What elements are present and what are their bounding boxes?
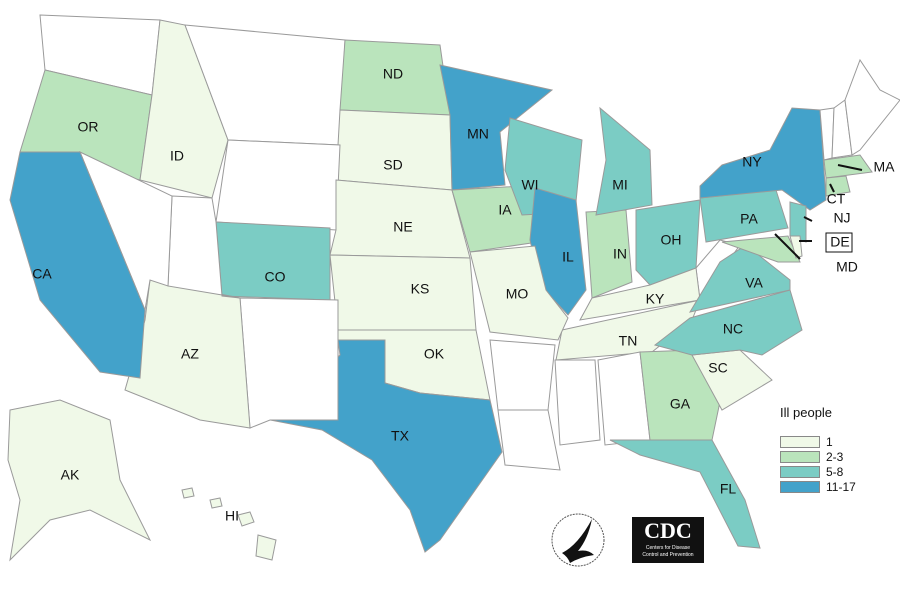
leader-line-ma xyxy=(837,164,863,171)
label-box-de xyxy=(825,232,853,253)
state-label-mo: MO xyxy=(506,286,529,302)
state-label-id: ID xyxy=(170,148,184,164)
state-label-fl: FL xyxy=(720,481,737,497)
state-label-ak: AK xyxy=(61,467,80,483)
state-co xyxy=(215,221,331,301)
state-sd xyxy=(335,109,453,191)
state-nc xyxy=(653,289,803,356)
state-ny xyxy=(699,107,827,211)
legend-item-1: 1 xyxy=(780,434,856,449)
state-label-in: IN xyxy=(613,246,627,262)
state-hi-island xyxy=(255,534,277,561)
state-ms xyxy=(554,359,601,446)
cdc-logo-subtitle: Centers for Disease Control and Preventi… xyxy=(642,545,694,558)
hhs-eagle-logo xyxy=(551,513,605,567)
state-label-ma: MA xyxy=(874,159,896,175)
state-label-pa: PA xyxy=(740,211,758,227)
state-label-ia: IA xyxy=(498,202,512,218)
legend-item-4: 11-17 xyxy=(780,479,856,494)
state-label-mn: MN xyxy=(467,126,489,142)
legend-swatch xyxy=(780,480,820,493)
state-label-sd: SD xyxy=(383,157,402,173)
state-va xyxy=(688,244,791,313)
state-label-or: OR xyxy=(78,119,99,135)
legend-label: 2-3 xyxy=(826,449,844,464)
state-label-nd: ND xyxy=(383,66,403,82)
state-ca xyxy=(9,151,146,379)
state-fl xyxy=(609,439,761,549)
state-label-tx: TX xyxy=(391,428,410,444)
state-label-md: MD xyxy=(836,259,858,275)
legend-label: 1 xyxy=(826,434,833,449)
state-md xyxy=(721,235,801,263)
state-ks xyxy=(329,254,477,331)
logos: CDC Centers for Disease Control and Preve… xyxy=(548,505,704,575)
state-wy xyxy=(215,139,341,231)
state-label-wi: WI xyxy=(521,177,538,193)
state-la xyxy=(497,409,561,471)
state-ct xyxy=(825,175,851,197)
leader-line-nj xyxy=(803,216,813,222)
state-label-ks: KS xyxy=(411,281,430,297)
state-ky xyxy=(579,267,701,321)
legend-swatch xyxy=(780,435,820,448)
state-label-ok: OK xyxy=(424,346,445,362)
state-label-hi: HI xyxy=(225,508,239,524)
leader-line-ct xyxy=(829,183,835,193)
state-label-ky: KY xyxy=(646,291,665,307)
state-label-nj: NJ xyxy=(833,210,850,226)
state-label-de: DE xyxy=(830,234,849,250)
state-label-ct: CT xyxy=(827,191,846,207)
state-label-ca: CA xyxy=(32,266,52,282)
leader-line-md xyxy=(774,233,801,260)
state-nm xyxy=(239,297,339,429)
cdc-logo: CDC Centers for Disease Control and Preve… xyxy=(632,517,704,563)
state-mo xyxy=(469,245,569,341)
state-label-il: IL xyxy=(562,249,574,265)
legend-item-3: 5-8 xyxy=(780,464,856,479)
state-mi xyxy=(595,106,653,216)
state-mn xyxy=(439,64,554,191)
state-label-mi: MI xyxy=(612,177,628,193)
state-label-ga: GA xyxy=(670,396,691,412)
state-label-co: CO xyxy=(265,269,286,285)
state-hi xyxy=(181,487,195,499)
state-label-ne: NE xyxy=(393,219,412,235)
state-label-az: AZ xyxy=(181,346,199,362)
legend-title: Ill people xyxy=(780,405,833,420)
state-label-nc: NC xyxy=(723,321,743,337)
state-hi-island xyxy=(209,497,223,509)
legend-swatch xyxy=(780,465,820,478)
state-ar xyxy=(489,339,556,411)
state-ak xyxy=(7,399,152,562)
state-label-va: VA xyxy=(745,275,763,291)
state-hi-island xyxy=(237,511,255,527)
legend-item-2: 2-3 xyxy=(780,449,856,464)
state-label-sc: SC xyxy=(708,360,727,376)
legend-label: 5-8 xyxy=(826,464,844,479)
state-label-oh: OH xyxy=(661,232,682,248)
cdc-logo-word: CDC xyxy=(644,518,692,543)
state-label-tn: TN xyxy=(619,333,638,349)
legend: Ill people 1 2-3 5-8 11-17 xyxy=(780,405,856,494)
state-me xyxy=(844,58,900,156)
legend-swatch xyxy=(780,450,820,463)
legend-label: 11-17 xyxy=(826,479,856,494)
state-label-ny: NY xyxy=(742,154,762,170)
